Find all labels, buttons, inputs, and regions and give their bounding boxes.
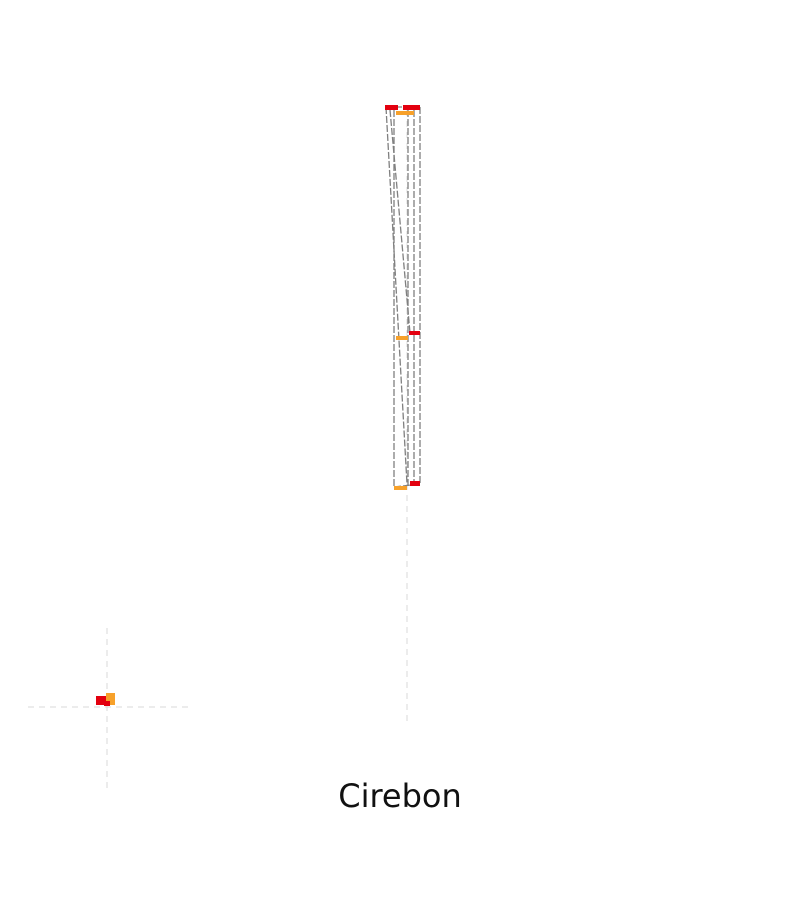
node-cluster-red <box>96 696 107 705</box>
guide-lines <box>28 110 408 790</box>
node-marker-bottom-orange <box>394 486 407 490</box>
node-cluster-orange <box>106 693 115 705</box>
outline-edges <box>385 106 421 488</box>
location-label: Cirebon <box>338 777 462 815</box>
node-marker-top-orange <box>396 111 414 115</box>
node-marker-top-left <box>385 105 398 110</box>
node-marker-middle-orange <box>396 336 408 340</box>
node-cluster-red-small <box>104 701 110 706</box>
edge-diagonal-1 <box>385 106 408 485</box>
node-marker-bottom-red <box>410 481 420 486</box>
edge-diagonal-2 <box>389 109 411 334</box>
node-marker-top-right <box>403 105 420 110</box>
node-marker-middle-red <box>409 331 420 335</box>
node-markers <box>96 105 420 706</box>
